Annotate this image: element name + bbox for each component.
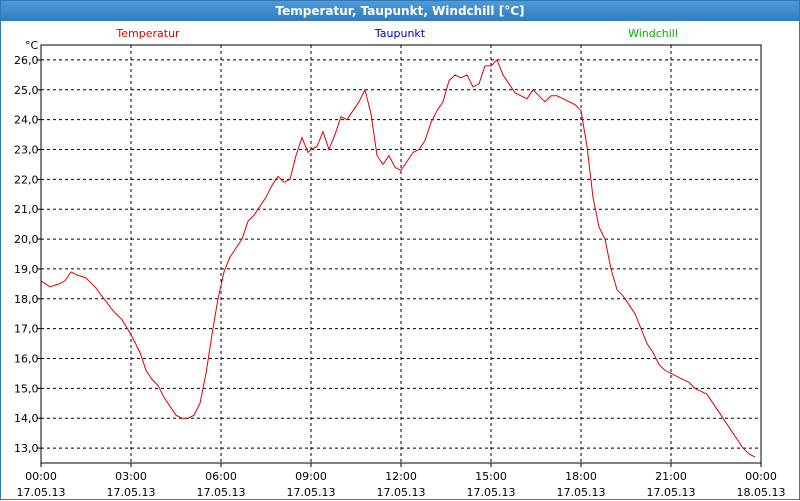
window-title: Temperatur, Taupunkt, Windchill [°C] [1,1,799,21]
x-tick-time: 09:00 [295,470,327,483]
x-tick-date: 17.05.13 [377,486,426,499]
y-tick-label: 23,0 [14,144,39,157]
y-tick-label: 13,0 [14,442,39,455]
x-tick-time: 00:00 [25,470,57,483]
x-tick-date: 17.05.13 [647,486,696,499]
x-tick-time: 21:00 [655,470,687,483]
legend: Temperatur Taupunkt Windchill [115,27,678,40]
legend-item-temperatur: Temperatur [115,27,180,40]
x-tick-time: 15:00 [475,470,507,483]
x-tick-time: 00:00 [745,470,777,483]
x-tick-date: 17.05.13 [107,486,156,499]
x-tick-date: 17.05.13 [287,486,336,499]
y-tick-label: 22,0 [14,173,39,186]
y-tick-label: 15,0 [14,382,39,395]
x-tick-date: 17.05.13 [557,486,606,499]
legend-item-taupunkt: Taupunkt [374,27,426,40]
y-tick-label: 18,0 [14,293,39,306]
grid-lines [41,45,761,463]
y-tick-label: 17,0 [14,323,39,336]
x-tick-date: 18.05.13 [737,486,786,499]
y-axis: 26,0 25,0 24,0 23,0 22,0 21,0 20,0 19,0 18,0 17,0… [14,54,41,455]
x-tick-date: 17.05.13 [197,486,246,499]
y-tick-label: 21,0 [14,203,39,216]
x-tick-time: 03:00 [115,470,147,483]
y-tick-label: 24,0 [14,114,39,127]
y-tick-label: 19,0 [14,263,39,276]
series-line-temperatur [40,59,756,458]
x-tick-time: 12:00 [385,470,417,483]
x-tick-time: 18:00 [565,470,597,483]
x-tick-time: 06:00 [205,470,237,483]
series-layer [40,59,756,458]
y-tick-label: 16,0 [14,353,39,366]
y-tick-label: 26,0 [14,54,39,67]
legend-item-windchill: Windchill [628,27,678,40]
y-tick-label: 14,0 [14,412,39,425]
y-axis-label: °C [25,39,39,52]
y-tick-label: 25,0 [14,84,39,97]
x-tick-date: 17.05.13 [467,486,516,499]
x-tick-date: 17.05.13 [17,486,66,499]
y-tick-label: 20,0 [14,233,39,246]
x-axis: 00:00 17.05.13 03:00 17.05.13 06:00 17.05.13 0… [17,463,786,499]
